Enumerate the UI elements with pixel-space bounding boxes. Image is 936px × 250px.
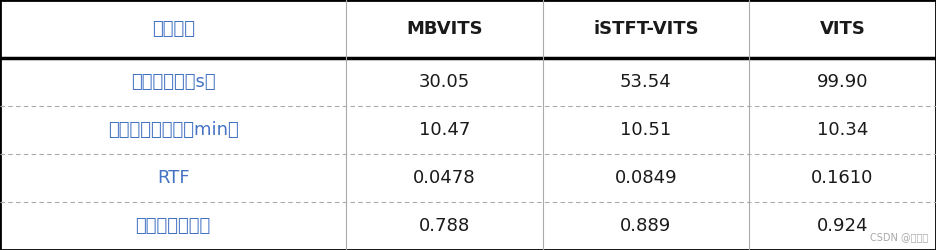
Text: MBVITS: MBVITS xyxy=(406,20,483,38)
Text: 10.51: 10.51 xyxy=(621,121,671,139)
Text: VITS: VITS xyxy=(819,20,866,38)
Text: 0.1610: 0.1610 xyxy=(812,169,873,187)
Text: 53.54: 53.54 xyxy=(620,72,672,90)
Text: 10.47: 10.47 xyxy=(419,121,470,139)
Text: RTF: RTF xyxy=(157,169,189,187)
Text: 解码器耗时占比: 解码器耗时占比 xyxy=(136,217,211,235)
Text: iSTFT-VITS: iSTFT-VITS xyxy=(593,20,698,38)
Text: 0.889: 0.889 xyxy=(621,217,671,235)
Text: 生成语音总时长（min）: 生成语音总时长（min） xyxy=(108,121,239,139)
Text: 0.0478: 0.0478 xyxy=(414,169,475,187)
Text: 0.788: 0.788 xyxy=(419,217,470,235)
Text: 30.05: 30.05 xyxy=(419,72,470,90)
Text: 0.0849: 0.0849 xyxy=(615,169,677,187)
Text: CSDN @留尘铭: CSDN @留尘铭 xyxy=(870,232,929,242)
Text: 推理总耗时（s）: 推理总耗时（s） xyxy=(131,72,215,90)
Text: 99.90: 99.90 xyxy=(816,72,869,90)
Text: 10.34: 10.34 xyxy=(817,121,868,139)
Text: 0.924: 0.924 xyxy=(816,217,869,235)
Text: 计算项目: 计算项目 xyxy=(152,20,195,38)
